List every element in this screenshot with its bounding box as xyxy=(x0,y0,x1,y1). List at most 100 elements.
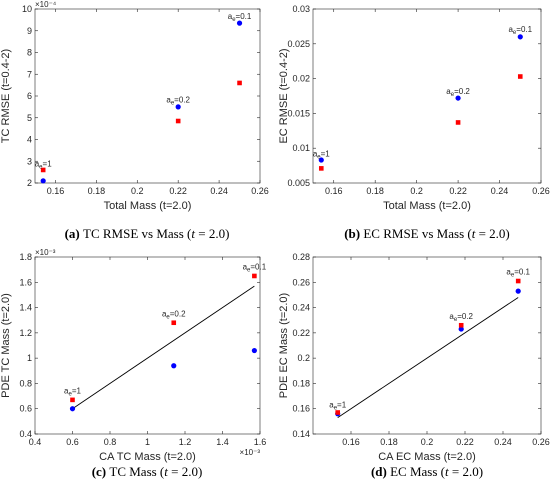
point-annotation: ae=1 xyxy=(64,387,81,398)
data-point-square xyxy=(458,322,464,328)
chart-d: 0.16 0.18 0.2 0.22 0.24 0.26 0.14 0.16 0.18 0.2 0.… xyxy=(278,252,550,479)
data-point-circle xyxy=(171,363,177,369)
plot-area-c xyxy=(34,256,261,435)
data-point-square xyxy=(237,80,242,86)
data-point-circle xyxy=(40,178,46,184)
plot-area-d xyxy=(312,256,542,435)
point-annotation: ae=0.1 xyxy=(508,25,532,36)
x-axis-label: CA TC Mass (t=2.0) xyxy=(99,451,196,463)
y-tick-label: 0.28 xyxy=(292,252,310,262)
point-annotation: ae=0.2 xyxy=(449,312,473,323)
y-tick-label: 2 xyxy=(27,178,32,188)
y-tick-label: 0.18 xyxy=(292,378,310,388)
y-tick-label: 1.8 xyxy=(19,252,32,262)
data-point-square xyxy=(40,167,46,173)
y-tick-label: 0.02 xyxy=(292,74,310,84)
y-tick-label: 0.03 xyxy=(292,4,310,14)
point-annotation: ae=0.2 xyxy=(446,87,470,98)
x-tick-label: 0.8 xyxy=(104,437,117,447)
y-tick-label: 3 xyxy=(27,156,32,166)
data-point-circle xyxy=(515,288,521,294)
point-annotation: ae=0.1 xyxy=(506,268,530,279)
data-point-square xyxy=(175,118,181,124)
y-tick-label: 0.2 xyxy=(297,353,310,363)
x-tick-label: 0.24 xyxy=(210,186,228,196)
point-annotation: ae=0.1 xyxy=(243,263,267,274)
x-tick-label: 0.6 xyxy=(66,437,79,447)
point-annotation: ae=1 xyxy=(313,150,330,161)
data-point-circle xyxy=(517,34,523,40)
y-tick-label: 0.16 xyxy=(292,404,310,414)
y-tick-label: 9 xyxy=(27,26,32,36)
x-tick-label: 0.4 xyxy=(29,437,42,447)
point-annotation: ae=0.2 xyxy=(162,309,186,320)
data-point-square xyxy=(515,278,521,284)
y-tick-label: 0.025 xyxy=(287,39,310,49)
data-point-square xyxy=(455,120,461,125)
data-point-circle xyxy=(236,20,243,26)
x-tick-label: 0.24 xyxy=(491,186,509,196)
data-point-circle xyxy=(455,95,461,101)
x-tick-label: 0.26 xyxy=(532,186,550,196)
fit-line xyxy=(72,285,255,410)
y-axis-label: PDE EC Mass (t=2.0) xyxy=(278,293,290,398)
point-annotation: ae=1 xyxy=(329,400,346,411)
y-tick-label: 0.26 xyxy=(292,277,310,287)
y-tick-label: 0.22 xyxy=(292,328,310,338)
figure-caption: (c) TC Mass (t = 2.0) xyxy=(92,464,203,479)
x-tick-label: 1 xyxy=(145,437,150,447)
y-tick-label: 0.005 xyxy=(287,178,310,188)
y-axis-label: TC RMSE (t=0.4-2) xyxy=(0,49,12,143)
data-point-circle xyxy=(318,157,324,163)
x-tick-label: 0.26 xyxy=(532,437,550,447)
x-tick-label: 0.16 xyxy=(47,186,65,196)
y-exponent-label: ×10⁻³ xyxy=(35,248,56,257)
chart-b: 0.16 0.18 0.2 0.22 0.24 0.26 0.005 0.01 0.015 0.0… xyxy=(278,4,550,241)
data-point-circle xyxy=(69,406,76,412)
x-tick-label: 1.6 xyxy=(254,437,267,447)
x-tick-label: 0.16 xyxy=(342,437,360,447)
y-tick-label: 8 xyxy=(27,48,32,58)
y-tick-label: 0.6 xyxy=(19,404,32,414)
x-tick-label: 1.4 xyxy=(216,437,229,447)
plot-area-a xyxy=(34,8,261,184)
data-point-square xyxy=(171,320,177,326)
x-exponent-label: ×10⁻³ xyxy=(240,448,261,457)
x-tick-label: 0.18 xyxy=(366,186,384,196)
figure-caption: (a) TC RMSE vs Mass (t = 2.0) xyxy=(65,226,230,241)
y-tick-label: 0.24 xyxy=(292,303,310,313)
x-tick-label: 1.2 xyxy=(179,437,192,447)
data-point-square xyxy=(318,166,324,171)
y-tick-label: 1.6 xyxy=(19,277,32,287)
y-tick-label: 0.01 xyxy=(292,143,310,153)
x-tick-label: 0.16 xyxy=(325,186,343,196)
y-tick-label: 1 xyxy=(27,353,32,363)
y-tick-label: 7 xyxy=(27,69,32,79)
data-point-circle xyxy=(251,347,257,354)
point-annotation: ae=0.1 xyxy=(228,12,252,23)
x-tick-label: 0.2 xyxy=(421,437,434,447)
chart-a: 0.16 0.18 0.2 0.22 0.24 0.26 2 3 4 5 6 7 8 9 10 ×10⁻⁴ To… xyxy=(0,0,269,241)
point-annotation: ae=0.2 xyxy=(166,96,190,107)
data-point-square xyxy=(70,397,75,403)
y-tick-label: 0.015 xyxy=(287,108,310,118)
fit-line xyxy=(337,297,519,418)
point-annotation: ae=1 xyxy=(35,160,52,171)
y-tick-label: 0.8 xyxy=(19,378,32,388)
data-point-square xyxy=(335,410,340,415)
figure-caption: (d) EC Mass (t = 2.0) xyxy=(371,464,483,479)
plot-area-b xyxy=(312,8,542,184)
y-tick-label: 0.4 xyxy=(19,429,32,439)
x-axis-label: Total Mass (t=2.0) xyxy=(383,200,471,212)
data-point-circle xyxy=(175,104,181,110)
data-point-square xyxy=(517,74,523,79)
x-tick-label: 0.22 xyxy=(456,437,474,447)
chart-c: 0.4 0.6 0.8 1 1.2 1.4 1.6 0.4 0.6 0.8 1 1.2 1.4 1.6 1.… xyxy=(0,248,267,479)
y-axis-label: EC RMSE (t=0.4-2) xyxy=(278,48,290,143)
x-axis-label: CA EC Mass (t=2.0) xyxy=(378,451,476,463)
x-tick-label: 0.18 xyxy=(88,186,106,196)
x-tick-label: 0.24 xyxy=(494,437,512,447)
figure-caption: (b) EC RMSE vs Mass (t = 2.0) xyxy=(344,226,510,241)
x-tick-label: 0.26 xyxy=(251,186,269,196)
